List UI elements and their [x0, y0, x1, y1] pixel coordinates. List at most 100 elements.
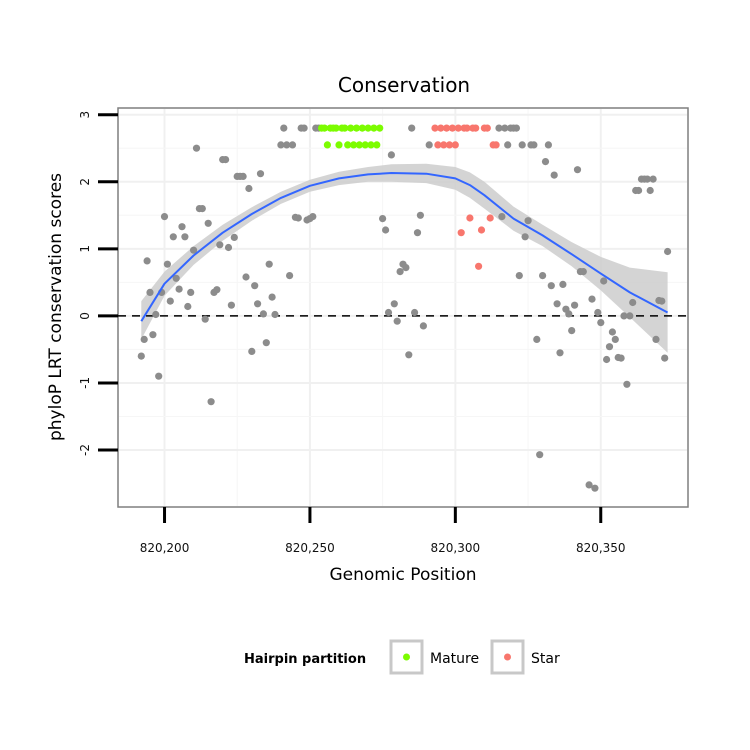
data-point-other [530, 141, 538, 149]
data-point-other [198, 205, 206, 213]
data-point-other [661, 354, 669, 362]
y-axis-label: phyloP LRT conservation scores [46, 173, 66, 441]
data-point-other [172, 274, 180, 282]
data-point-other [605, 343, 614, 351]
data-point-other [413, 229, 422, 237]
data-point-other [585, 481, 593, 489]
data-point-other [498, 213, 506, 221]
data-point-mature [352, 124, 361, 132]
data-point-other [416, 211, 424, 219]
data-point-other [280, 124, 288, 132]
data-point-other [608, 328, 617, 336]
y-tick-label: 1 [78, 245, 92, 253]
data-point-other [501, 124, 509, 132]
data-point-mature [344, 141, 352, 149]
data-point-other [192, 144, 201, 152]
data-point-other [213, 286, 221, 294]
data-point-other [169, 233, 177, 241]
points-layer [137, 124, 672, 492]
data-point-other [384, 308, 393, 317]
data-point-other [277, 141, 285, 149]
data-point-other [559, 280, 567, 288]
data-point-mature [323, 141, 331, 149]
data-point-other [541, 158, 550, 166]
data-point-other [309, 213, 317, 221]
data-point-other [425, 141, 433, 149]
data-point-other [207, 398, 215, 406]
data-point-other [178, 223, 186, 231]
data-point-star [472, 124, 480, 132]
data-point-other [411, 308, 419, 317]
x-tick-label: 820,200 [140, 541, 190, 555]
data-point-other [224, 243, 233, 252]
data-point-star [434, 141, 442, 149]
y-tick-label: -2 [78, 444, 92, 456]
data-point-other [603, 355, 611, 364]
data-point-star [437, 124, 445, 132]
data-point-other [643, 175, 651, 183]
data-point-other [216, 241, 224, 249]
data-point-star [486, 214, 494, 222]
data-point-other [239, 172, 247, 180]
data-point-other [387, 151, 395, 159]
data-point-star [443, 124, 451, 132]
data-point-mature [341, 124, 349, 132]
data-point-other [227, 301, 235, 309]
data-point-other [262, 339, 270, 347]
data-point-mature [373, 141, 381, 149]
data-point-star [477, 226, 486, 234]
data-point-other [515, 272, 523, 280]
data-point-other [623, 380, 631, 388]
data-point-other [204, 219, 212, 227]
data-point-star [483, 124, 491, 132]
y-tick-label: 3 [78, 111, 92, 119]
data-point-other [230, 233, 238, 241]
data-point-other [181, 233, 189, 241]
data-point-other [579, 268, 587, 276]
data-point-other [149, 331, 157, 339]
data-point-other [408, 124, 416, 132]
data-point-other [390, 300, 398, 308]
data-point-other [393, 317, 401, 325]
data-point-mature [376, 124, 384, 132]
data-point-other [544, 141, 553, 149]
data-point-other [187, 288, 195, 296]
data-point-other [245, 184, 253, 193]
legend-label-star: Star [531, 651, 560, 667]
data-point-other [222, 156, 230, 164]
data-point-other [556, 349, 564, 357]
data-point-other [160, 213, 169, 221]
data-point-other [137, 352, 145, 360]
axes-layer: 820,200 820,250 820,300 820,350 -2 -1 0 1 2 3 [78, 111, 626, 555]
data-point-other [254, 300, 262, 308]
data-point-other [143, 257, 151, 265]
legend-key-mature [389, 639, 424, 675]
y-tick-label: 0 [78, 312, 92, 320]
smooth-line-layer [140, 172, 669, 322]
data-point-star [440, 141, 448, 149]
data-point-other [140, 335, 148, 343]
data-point-other [251, 282, 259, 290]
data-point-other [259, 310, 267, 318]
confidence-ribbon [141, 163, 668, 353]
data-point-other [184, 302, 192, 311]
data-point-other [620, 312, 628, 320]
data-point-star [466, 214, 474, 222]
data-point-other [547, 282, 555, 290]
data-point-other [571, 301, 579, 309]
data-point-other [617, 354, 625, 362]
data-point-other [166, 297, 174, 305]
data-point-mature [364, 124, 372, 132]
data-point-other [271, 310, 279, 319]
x-tick-label: 820,250 [285, 541, 335, 555]
x-tick-label: 820,350 [576, 541, 626, 555]
data-point-other [646, 186, 654, 195]
data-point-other [597, 319, 605, 327]
data-point-other [495, 124, 503, 132]
data-point-other [568, 327, 576, 335]
data-point-mature [367, 141, 375, 149]
legend-star-dot [504, 653, 511, 661]
data-point-other [419, 322, 427, 330]
legend: Hairpin partition Mature Star [244, 639, 560, 675]
